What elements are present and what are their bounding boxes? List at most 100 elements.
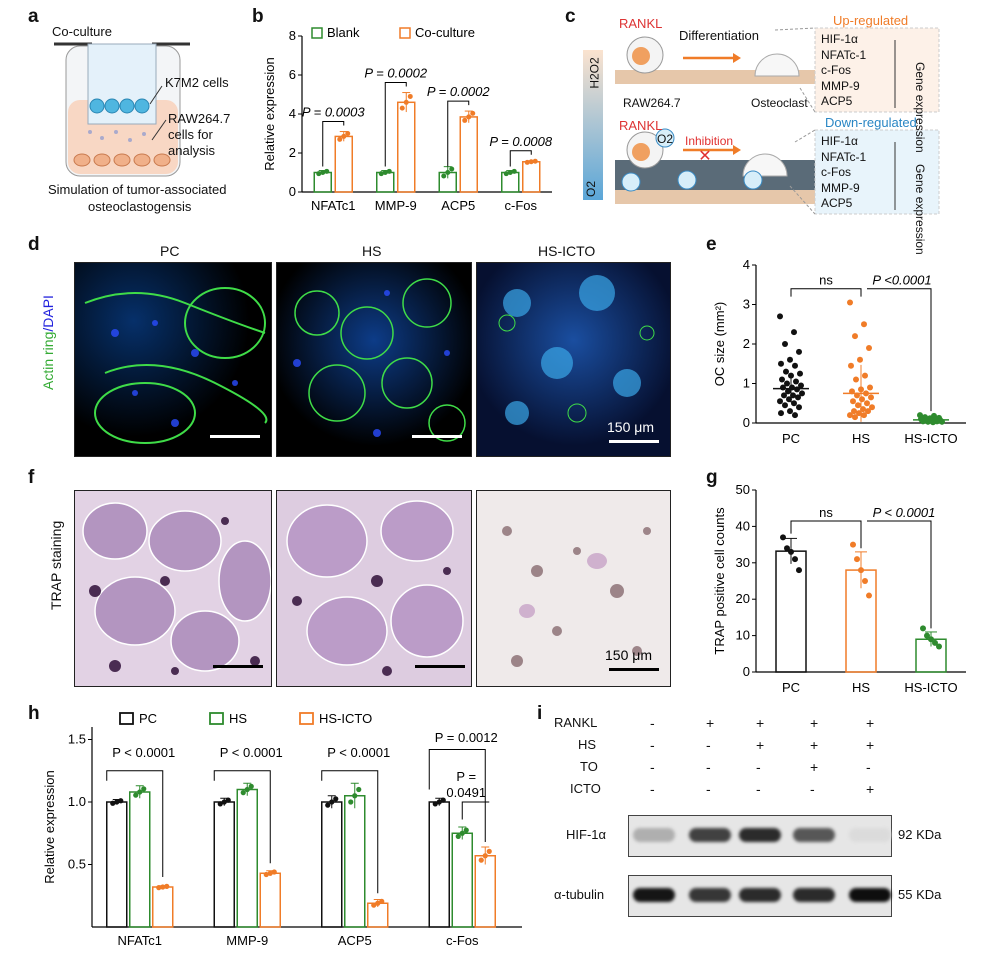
- blot-band-label: HIF-1α: [566, 827, 607, 842]
- data-point: [868, 394, 874, 401]
- panel-d-ylabel: Actin ring/DAPI: [40, 295, 56, 390]
- bar-HS: [129, 791, 151, 928]
- data-point: [792, 556, 798, 563]
- data-point: [788, 548, 794, 555]
- y-tick-label: 0.5: [68, 857, 86, 872]
- transwell-illustration: [54, 42, 190, 177]
- y-axis-label-h: Relative expression: [42, 770, 57, 883]
- data-point: [449, 166, 455, 172]
- blot-condition-sign: -: [756, 781, 761, 797]
- data-point: [865, 408, 871, 415]
- p-value-label: P < 0.0001: [873, 505, 936, 520]
- raw-label-1: RAW264.7: [168, 111, 231, 126]
- data-point: [110, 800, 116, 806]
- chart-g: 0 10 20 30 40 50 TRAP positive cell counts PC HS…: [712, 482, 966, 695]
- p-value-label: P < 0.0001: [112, 745, 175, 760]
- panel-f-ylabel: TRAP staining: [48, 520, 64, 610]
- blot-condition-sign: -: [706, 781, 711, 797]
- y-tick-label: 2: [743, 336, 750, 351]
- data-point: [524, 159, 530, 165]
- data-point: [432, 801, 438, 807]
- y-axis-label-b: Relative expression: [262, 57, 277, 170]
- dapi-label: /DAPI: [40, 295, 56, 332]
- blot-condition-sign: +: [866, 737, 875, 753]
- data-point: [857, 356, 863, 363]
- bar-PC: [213, 801, 235, 928]
- blot-condition-sign: +: [756, 737, 765, 753]
- panel-c-schematic: ✕ RANKL Differentiation RAW264.7 Osteocl…: [575, 10, 975, 255]
- significance-bracket: [384, 82, 407, 167]
- legend-label: HS-ICTO: [319, 711, 372, 726]
- data-point: [407, 93, 413, 99]
- data-point: [341, 133, 347, 139]
- bar-PC: [428, 801, 450, 928]
- data-point: [794, 386, 800, 393]
- x-tick-label: HS: [852, 431, 870, 446]
- data-point: [470, 110, 476, 116]
- panel-label-g: g: [706, 467, 718, 488]
- gene-item: MMP-9: [821, 180, 860, 195]
- data-point: [780, 384, 786, 391]
- data-point: [271, 869, 277, 875]
- k7m2-label: K7M2 cells: [165, 75, 229, 90]
- y-tick-label: 1.5: [68, 732, 86, 747]
- blot-condition-sign: -: [810, 781, 815, 797]
- data-point: [924, 632, 930, 639]
- data-point: [787, 356, 793, 363]
- data-point: [511, 168, 517, 174]
- blot-condition-sign: -: [650, 781, 655, 797]
- blot-band: [633, 828, 675, 842]
- data-point: [325, 802, 331, 808]
- blot-condition-sign: -: [706, 737, 711, 753]
- blot-condition-sign: -: [650, 737, 655, 753]
- x-tick-label: MMP-9: [375, 198, 417, 213]
- data-point: [137, 789, 143, 795]
- actin-ring-pattern-hs: [293, 278, 466, 442]
- data-point: [852, 333, 858, 340]
- data-point: [791, 400, 797, 407]
- caption-line-2: osteoclastogensis: [88, 199, 192, 214]
- actin-ring-label: Actin ring: [40, 331, 56, 390]
- data-point: [345, 131, 351, 136]
- bar-HS-ICTO: [259, 872, 281, 928]
- data-point: [777, 398, 783, 405]
- panel-label-b: b: [252, 6, 264, 27]
- gene-list-down: HIF-1α NFATc-1 c-Fos MMP-9 ACP5: [821, 134, 866, 212]
- data-point: [133, 792, 139, 798]
- data-point: [482, 853, 488, 859]
- data-point: [348, 799, 354, 805]
- data-point: [248, 783, 254, 789]
- svg-text:✕: ✕: [698, 148, 711, 165]
- p-value-label: P =: [456, 769, 476, 784]
- blot-condition-label: HS: [578, 737, 597, 752]
- y-tick-label: 1: [743, 376, 750, 391]
- blot-band: [849, 828, 891, 842]
- chart-e: 0 1 2 3 4 OC size (mm²) PC HS HS-ICTO ns P <0.0001: [712, 257, 966, 446]
- blot-condition-sign: -: [756, 759, 761, 775]
- data-point: [920, 625, 926, 632]
- inhibition-label: Inhibition: [685, 134, 734, 148]
- data-point: [329, 799, 335, 805]
- bar-HS: [344, 795, 366, 928]
- p-value-label: P <0.0001: [872, 273, 931, 288]
- blot-band-label: α-tubulin: [554, 887, 605, 902]
- data-point: [403, 99, 409, 105]
- data-point: [792, 362, 798, 369]
- molecular-weight-label: 55 KDa: [898, 887, 942, 902]
- data-point: [333, 796, 339, 802]
- chart-h: 0.5 1.0 1.5 Relative expression NFATc1 P < 0.…: [42, 711, 522, 948]
- caption-line-1: Simulation of tumor-associated: [48, 182, 227, 197]
- x-tick-label: ACP5: [338, 933, 372, 948]
- blot-band: [739, 828, 781, 842]
- y-tick-label: 8: [289, 28, 296, 43]
- data-point: [386, 168, 392, 174]
- data-point: [337, 136, 343, 142]
- data-point: [225, 797, 231, 803]
- scale-bar-d-hs-icto: [609, 440, 659, 443]
- panel-label-d: d: [28, 234, 40, 255]
- significance-bracket: [106, 770, 164, 877]
- y-tick-label: 30: [736, 555, 750, 570]
- bracket-p: [867, 520, 932, 629]
- data-point: [141, 786, 147, 792]
- bar-PC: [106, 801, 128, 928]
